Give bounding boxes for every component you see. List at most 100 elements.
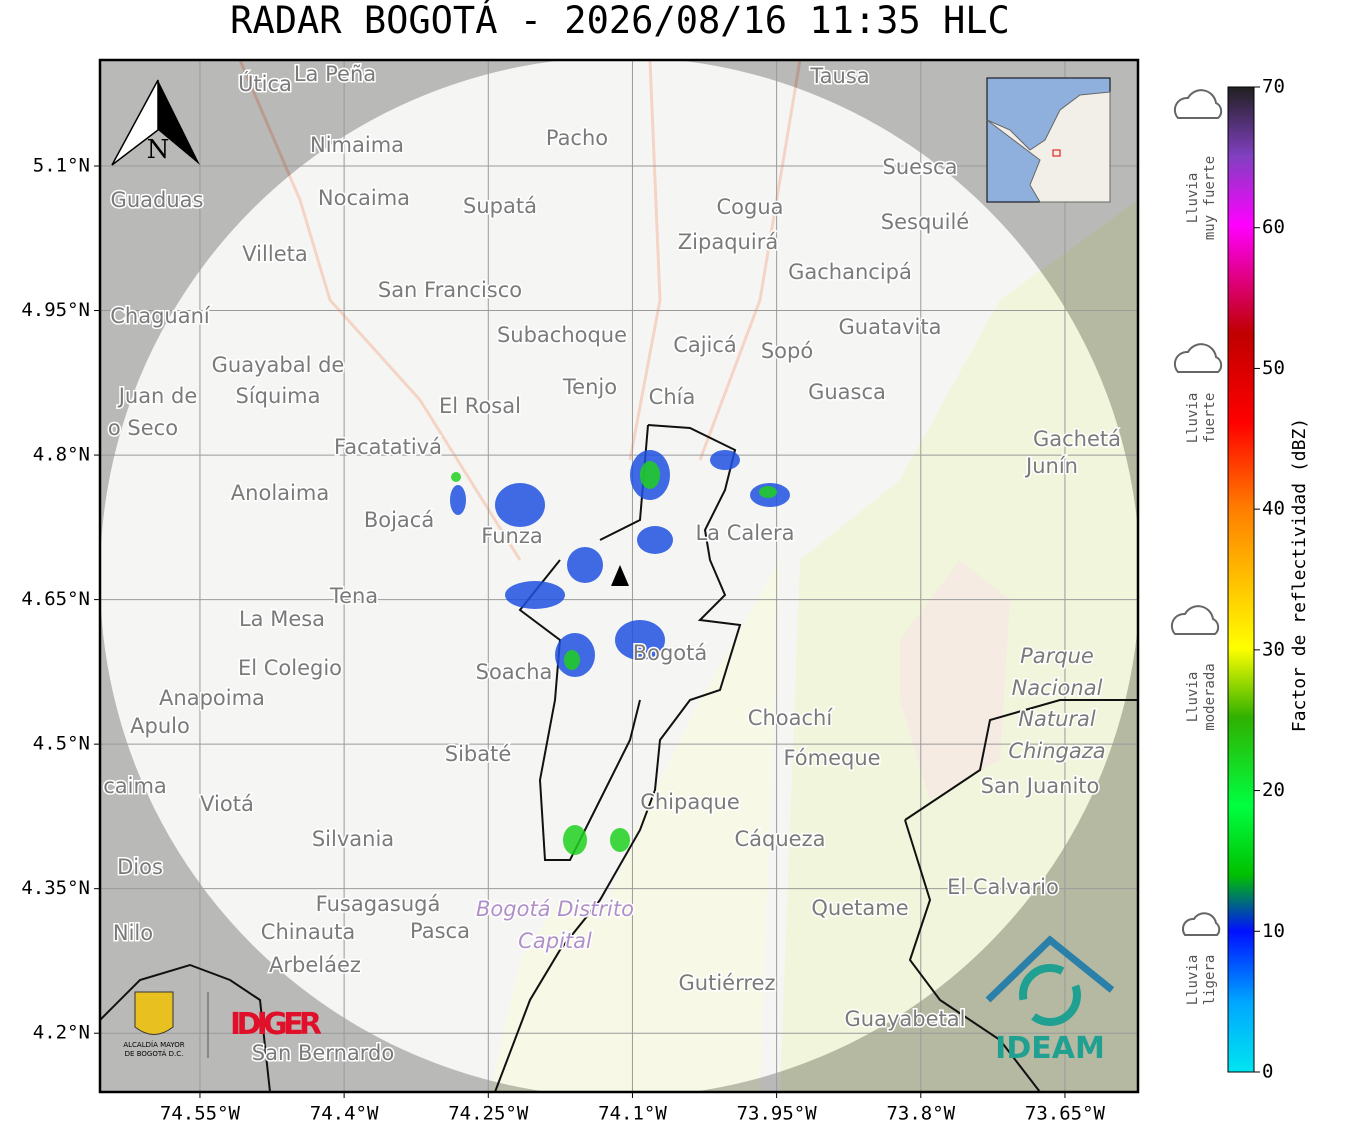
- colorbar-tick-label: 20: [1262, 779, 1285, 801]
- map: Útica La Peña Tausa Pacho Nimaima Suesca Guadu…: [100, 60, 1138, 1092]
- place-label: Villeta: [242, 242, 307, 266]
- place-label: La Calera: [695, 521, 794, 545]
- rain-level-label: moderada: [1202, 663, 1218, 730]
- rain-icons: [1170, 89, 1223, 936]
- y-tick-label: 4.65°N: [21, 588, 90, 610]
- north-label: N: [147, 135, 170, 165]
- place-label: Silvania: [312, 827, 394, 851]
- place-label: Fómeque: [783, 746, 880, 770]
- rain-level-label: Lluvia: [1185, 672, 1201, 723]
- x-tick-label: 74.4°W: [310, 1103, 379, 1125]
- colorbar-tick-label: 60: [1262, 216, 1285, 238]
- place-label: Cogua: [716, 195, 783, 219]
- colorbar-tick-label: 0: [1262, 1061, 1273, 1083]
- place-label: Capital: [518, 929, 592, 953]
- place-label: Supatá: [463, 194, 537, 218]
- rain-level-label: Lluvia: [1185, 955, 1201, 1006]
- place-label: Tausa: [809, 64, 869, 88]
- place-label: Guatavita: [839, 315, 942, 339]
- place-label: Arbeláez: [269, 953, 361, 977]
- place-label: Viotá: [200, 792, 254, 816]
- place-label: El Colegio: [238, 656, 342, 680]
- rain-level-label: ligera: [1202, 955, 1218, 1006]
- place-label: Bogotá Distrito: [476, 897, 634, 921]
- place-label: Subachoque: [497, 323, 627, 347]
- place-label: Guaduas: [111, 188, 204, 212]
- place-label: Gachancipá: [788, 260, 912, 284]
- place-label: Pasca: [410, 919, 470, 943]
- place-label: Apulo: [130, 714, 190, 738]
- place-label: San Juanito: [981, 774, 1100, 798]
- place-label: Soacha: [476, 660, 553, 684]
- place-label: Parque: [1020, 644, 1094, 668]
- y-tick-label: 5.1°N: [33, 154, 90, 176]
- place-label: Tenjo: [562, 375, 617, 399]
- y-tick-label: 4.8°N: [33, 444, 90, 466]
- x-tick-label: 73.8°W: [886, 1103, 955, 1125]
- place-label: Juan de: [117, 384, 198, 408]
- place-label: Nocaima: [318, 186, 410, 210]
- y-tick-label: 4.95°N: [21, 299, 90, 321]
- colorbar-tick-label: 50: [1262, 357, 1285, 379]
- colorbar-tick-label: 10: [1262, 920, 1285, 942]
- rain-level-label: fuerte: [1202, 393, 1218, 444]
- place-label: Chipaque: [640, 790, 740, 814]
- alcaldia-logo: ALCALDÍA MAYOR: [123, 1040, 184, 1049]
- x-tick-label: 74.1°W: [598, 1103, 667, 1125]
- place-label: Chaguaní: [110, 304, 211, 328]
- place-label: El Rosal: [439, 394, 521, 418]
- rain-level-label: Lluvia: [1185, 173, 1201, 224]
- x-tick-label: 74.25°W: [448, 1103, 529, 1125]
- place-label: Bojacá: [364, 508, 434, 532]
- place-label: La Mesa: [239, 607, 325, 631]
- colorbar: [1227, 86, 1255, 1073]
- alcaldia-logo: DE BOGOTÁ D.C.: [125, 1049, 184, 1058]
- place-label: o Seco: [108, 416, 178, 440]
- y-tick-label: 4.2°N: [33, 1022, 90, 1044]
- x-tick-label: 74.55°W: [160, 1103, 241, 1125]
- place-label: Zipaquirá: [678, 230, 778, 254]
- place-label: Pacho: [546, 126, 608, 150]
- place-label: Choachí: [748, 706, 834, 730]
- idiger-logo: IDIGER: [230, 1007, 322, 1042]
- place-label: El Calvario: [947, 875, 1059, 899]
- rain-level-label: muy fuerte: [1202, 156, 1218, 240]
- place-label: San Francisco: [378, 278, 522, 302]
- place-label: Chingaza: [1008, 739, 1105, 763]
- place-label: Gachetá: [1033, 427, 1121, 451]
- place-label: Nilo: [113, 921, 153, 945]
- place-label: Anapoima: [159, 686, 265, 710]
- place-label: Anolaima: [231, 481, 329, 505]
- map-frame: [98, 58, 1140, 1094]
- place-label: Cajicá: [673, 333, 737, 357]
- y-tick-label: 4.35°N: [21, 877, 90, 899]
- place-label: Guasca: [808, 380, 886, 404]
- place-label: Síquima: [236, 384, 321, 408]
- place-label: Guayabetal: [845, 1007, 966, 1031]
- colorbar-tick-label: 30: [1262, 638, 1285, 660]
- place-label: Quetame: [811, 896, 908, 920]
- place-label: Útica: [238, 71, 292, 96]
- place-label: Dios: [117, 855, 163, 879]
- colorbar-label: Factor de reflectividad (dBZ): [1289, 418, 1310, 732]
- place-label: Tena: [329, 584, 378, 608]
- place-label: Sibaté: [445, 742, 512, 766]
- place-label: San Bernardo: [252, 1041, 394, 1065]
- place-label: Junín: [1024, 454, 1078, 478]
- place-label: Chía: [649, 385, 696, 409]
- place-label: Funza: [481, 524, 542, 548]
- place-label: caima: [103, 774, 167, 798]
- place-label: Natural: [1018, 707, 1096, 731]
- ideam-logo: IDEAM: [995, 1031, 1105, 1066]
- y-tick-label: 4.5°N: [33, 733, 90, 755]
- x-tick-label: 73.65°W: [1025, 1103, 1106, 1125]
- place-label: Chinauta: [261, 920, 355, 944]
- place-label: Facatativá: [334, 435, 442, 459]
- place-label: Sopó: [761, 339, 813, 363]
- place-label: Bogotá: [633, 641, 708, 665]
- title: RADAR BOGOTÁ - 2026/08/16 11:35 HLC: [230, 0, 1010, 42]
- place-label: Cáqueza: [735, 827, 826, 851]
- colorbar-tick-label: 70: [1262, 76, 1285, 98]
- place-label: La Peña: [294, 62, 376, 86]
